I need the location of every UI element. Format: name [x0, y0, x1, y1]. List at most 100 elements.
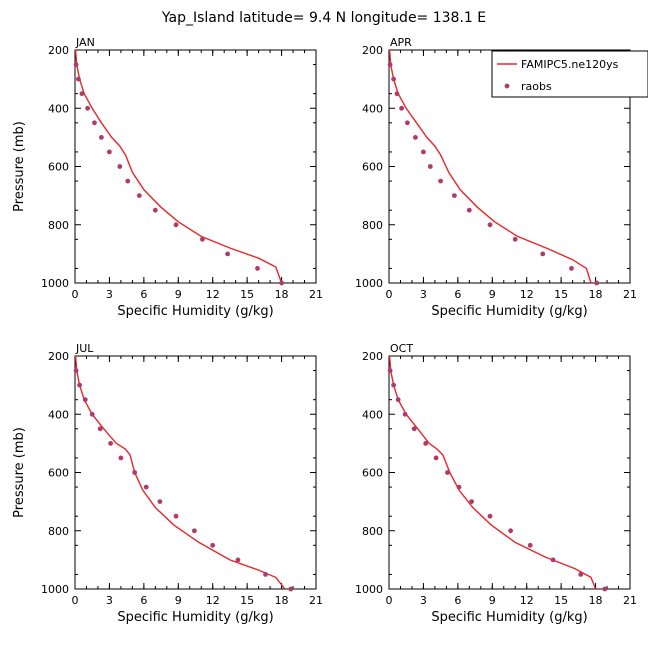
obs-point [97, 426, 103, 432]
x-tick-label: 21 [623, 594, 637, 607]
obs-point [487, 222, 493, 228]
obs-point [225, 251, 231, 257]
panel-label: OCT [390, 342, 413, 355]
obs-point [427, 164, 433, 169]
obs-point [438, 178, 443, 184]
obs-point [173, 222, 179, 228]
y-tick-label: 800 [48, 219, 69, 232]
x-tick-label: 6 [454, 594, 461, 607]
obs-point [578, 572, 584, 577]
x-tick-label: 18 [589, 288, 603, 301]
obs-point [411, 426, 417, 432]
obs-point [395, 397, 401, 403]
y-tick-label: 400 [48, 102, 69, 115]
x-tick-label: 12 [520, 288, 534, 301]
legend-marker-swatch [504, 83, 510, 89]
x-tick-label: 6 [454, 288, 461, 301]
obs-point [143, 484, 149, 490]
obs-point [85, 105, 90, 111]
x-tick-label: 18 [589, 594, 603, 607]
x-tick-label: 15 [240, 288, 254, 301]
x-tick-label: 12 [520, 594, 534, 607]
obs-point [76, 76, 81, 82]
obs-point [132, 470, 138, 475]
obs-point [421, 149, 426, 155]
obs-point [117, 164, 123, 169]
y-tick-label: 400 [48, 408, 69, 421]
legend-obs-label: raobs [521, 80, 552, 93]
obs-point [413, 135, 418, 140]
y-tick-label: 600 [48, 161, 69, 174]
y-tick-label: 800 [362, 219, 383, 232]
obs-point [136, 193, 142, 199]
obs-point [263, 572, 268, 577]
obs-point [92, 120, 97, 126]
x-axis-label: Specific Humidity (g/kg) [431, 304, 587, 319]
panel-label: JUL [75, 342, 94, 355]
obs-point [391, 382, 396, 388]
obs-point [594, 280, 600, 286]
obs-point [445, 470, 450, 475]
obs-point [487, 513, 493, 519]
x-axis-label: Specific Humidity (g/kg) [431, 610, 587, 625]
x-tick-label: 21 [623, 288, 637, 301]
x-axis-label: Specific Humidity (g/kg) [117, 304, 273, 319]
plot-frame [74, 355, 317, 590]
x-tick-label: 9 [489, 594, 496, 607]
x-tick-label: 9 [489, 288, 496, 301]
x-tick-label: 0 [72, 594, 79, 607]
obs-point [550, 557, 556, 563]
y-tick-label: 600 [362, 161, 383, 174]
legend-box [491, 50, 648, 98]
obs-point [405, 120, 410, 126]
obs-point [125, 178, 131, 184]
y-tick-label: 1000 [41, 583, 69, 596]
obs-point [173, 513, 179, 519]
model-profile-line [74, 49, 283, 284]
obs-point [508, 528, 513, 534]
x-tick-label: 6 [140, 594, 147, 607]
y-axis-label: Pressure (mb) [12, 427, 27, 518]
y-tick-label: 600 [48, 467, 69, 480]
x-tick-label: 12 [206, 594, 220, 607]
obs-point [118, 455, 124, 461]
y-axis-label: Pressure (mb) [12, 121, 27, 212]
x-tick-label: 0 [386, 594, 393, 607]
obs-point [89, 411, 95, 417]
obs-point [399, 105, 404, 111]
obs-point [602, 586, 608, 592]
y-tick-label: 400 [362, 102, 383, 115]
obs-point [152, 207, 158, 213]
y-tick-label: 1000 [41, 277, 69, 290]
obs-point [73, 62, 79, 67]
obs-point [107, 149, 112, 155]
obs-point [387, 62, 393, 67]
obs-point [288, 586, 294, 592]
x-tick-label: 15 [240, 594, 254, 607]
obs-point [108, 441, 113, 446]
panel-label: APR [390, 36, 412, 49]
obs-point [99, 135, 104, 140]
obs-point [279, 280, 284, 286]
y-tick-label: 1000 [355, 583, 383, 596]
panel-label: JAN [75, 36, 95, 49]
x-tick-label: 0 [386, 288, 393, 301]
plot-frame [388, 355, 631, 590]
figure-title: Yap_Island latitude= 9.4 N longitude= 13… [161, 10, 486, 26]
obs-point [512, 236, 518, 242]
y-tick-label: 200 [48, 44, 69, 57]
obs-point [210, 542, 216, 548]
x-tick-label: 15 [554, 594, 568, 607]
y-tick-label: 200 [48, 350, 69, 363]
y-tick-label: 200 [362, 44, 383, 57]
x-tick-label: 9 [175, 288, 182, 301]
obs-point [235, 557, 241, 563]
x-tick-label: 12 [206, 288, 220, 301]
y-tick-label: 200 [362, 350, 383, 363]
panel-jul: 0 3 6 9 12 15 18 21 200 400 600 800 1000 JUL Specific … [12, 342, 323, 625]
obs-point [452, 193, 457, 199]
obs-point [79, 91, 85, 97]
x-tick-label: 3 [106, 594, 113, 607]
x-tick-label: 21 [309, 594, 323, 607]
panels-group: 0 3 6 9 12 15 18 212004006008001000JANSpecific … [12, 36, 648, 625]
